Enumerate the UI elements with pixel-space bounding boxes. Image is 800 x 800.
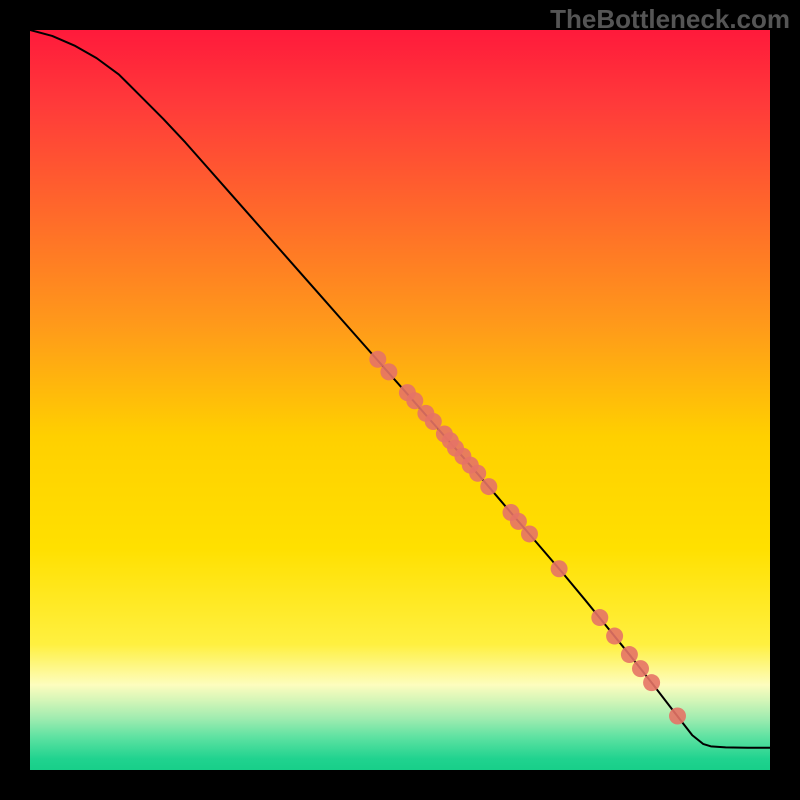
plot-svg xyxy=(30,30,770,770)
marker-point xyxy=(551,560,568,577)
marker-point xyxy=(643,674,660,691)
watermark-text: TheBottleneck.com xyxy=(550,4,790,35)
canvas-root: TheBottleneck.com xyxy=(0,0,800,800)
marker-point xyxy=(606,628,623,645)
marker-point xyxy=(480,478,497,495)
plot-area xyxy=(30,30,770,770)
marker-point xyxy=(591,609,608,626)
marker-point xyxy=(669,707,686,724)
marker-point xyxy=(469,465,486,482)
plot-background xyxy=(30,30,770,770)
marker-point xyxy=(521,525,538,542)
marker-point xyxy=(621,646,638,663)
marker-point xyxy=(632,660,649,677)
marker-point xyxy=(380,363,397,380)
